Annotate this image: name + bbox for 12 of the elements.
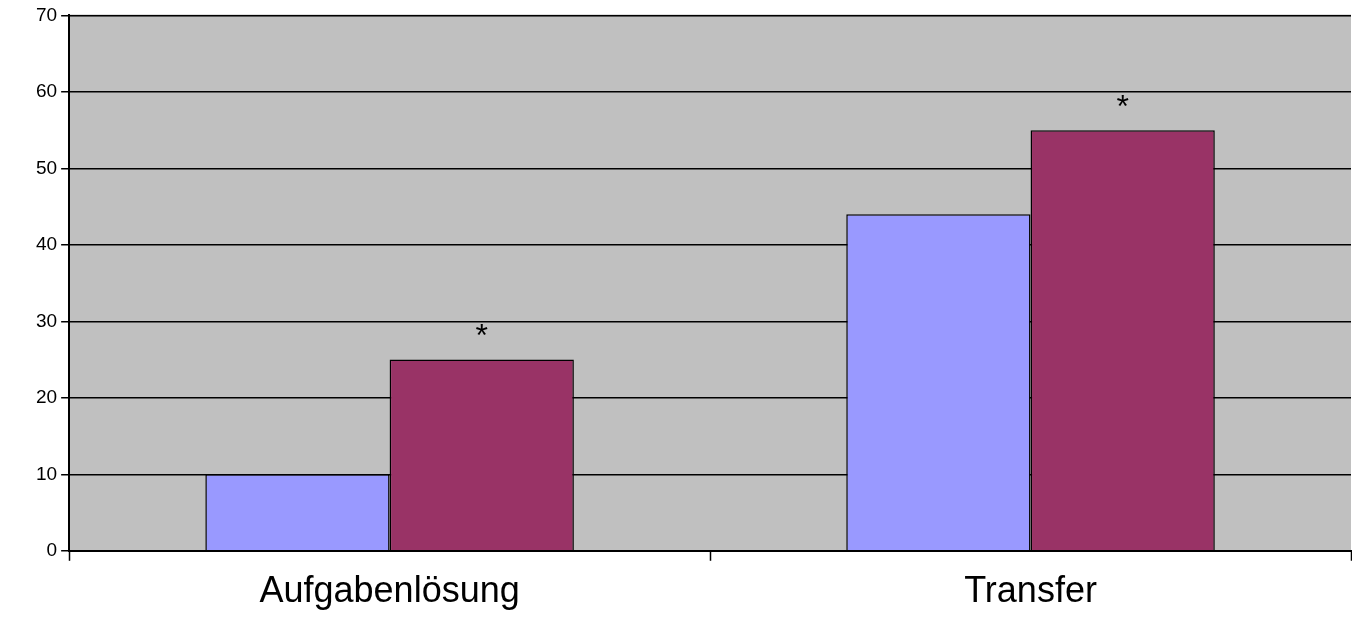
- y-tick-label: 60: [35, 80, 58, 102]
- y-tick-label: 70: [35, 3, 58, 25]
- x-tick-label: Transfer: [964, 569, 1097, 611]
- annotation: *: [475, 317, 488, 354]
- y-tick-label: 50: [35, 156, 58, 178]
- y-tick-label: 30: [35, 309, 58, 331]
- x-tick-label: Aufgabenlösung: [259, 569, 520, 611]
- y-tick-label: 40: [35, 233, 58, 255]
- y-tick-label: 20: [35, 386, 58, 408]
- annotation: *: [1116, 87, 1129, 124]
- y-tick-label: 0: [46, 539, 58, 561]
- y-tick-label: 10: [35, 462, 58, 484]
